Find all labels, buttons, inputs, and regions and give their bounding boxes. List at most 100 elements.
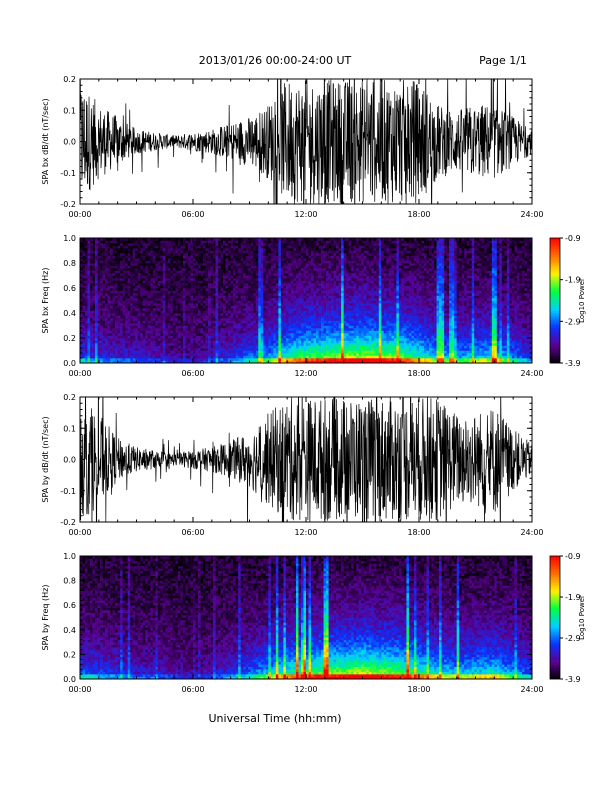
spectrogram-cell: [308, 345, 312, 349]
spectrogram-cell: [268, 325, 272, 329]
spectrogram-cell: [263, 310, 267, 314]
spectrogram-cell: [205, 360, 209, 364]
spectrogram-cell: [117, 265, 121, 269]
spectrogram-cell: [125, 263, 129, 266]
spectrogram-cell: [142, 328, 146, 331]
spectrogram-cell: [198, 348, 201, 351]
spectrogram-cell: [150, 260, 154, 264]
spectrogram-cell: [147, 303, 151, 306]
spectrogram-cell: [240, 268, 244, 271]
spectrogram-cell: [215, 355, 219, 359]
spectrogram-cell: [215, 295, 219, 299]
spectrogram-cell: [311, 360, 314, 364]
spectrogram-cell: [300, 320, 304, 324]
spectrogram-cell: [278, 253, 282, 256]
spectrogram-cell: [155, 238, 159, 241]
spectrogram-cell: [228, 285, 231, 289]
spectrogram-cell: [150, 240, 154, 244]
spectrogram-cell: [200, 340, 204, 344]
spectrogram-cell: [177, 358, 181, 361]
spectrogram-cell: [102, 360, 106, 364]
spectrogram-cell: [273, 290, 277, 294]
spectrogram-cell: [318, 300, 322, 304]
spectrogram-cell: [316, 323, 319, 326]
spectrogram-cell: [125, 278, 129, 281]
spectrogram-cell: [80, 318, 83, 321]
spectrogram-cell: [255, 330, 259, 334]
spectrogram-cell: [130, 253, 134, 256]
spectrogram-cell: [238, 238, 242, 241]
spectrogram-cell: [162, 345, 166, 349]
spectrogram-cell: [215, 338, 219, 341]
spectrogram-cell: [155, 290, 159, 294]
spectrogram-cell: [218, 273, 221, 276]
spectrogram-cell: [92, 300, 96, 304]
spectrogram-cell: [140, 278, 144, 281]
spectrogram-cell: [240, 313, 244, 316]
spectrogram-cell: [95, 335, 98, 339]
spectrogram-cell: [215, 333, 219, 336]
spectrogram-cell: [162, 238, 166, 241]
spectrogram-cell: [145, 240, 149, 244]
spectrogram-cell: [95, 330, 98, 334]
spectrogram-cell: [125, 353, 129, 356]
spectrogram-cell: [270, 338, 274, 341]
spectrogram-cell: [90, 275, 93, 279]
spectrogram-cell: [122, 328, 126, 331]
spectrogram-cell: [316, 290, 319, 294]
spectrogram-cell: [160, 293, 164, 296]
spectrogram-cell: [223, 290, 226, 294]
spectrogram-cell: [172, 283, 176, 286]
spectrogram-cell: [250, 335, 254, 339]
spectrogram-cell: [253, 343, 257, 346]
spectrogram-cell: [157, 338, 161, 341]
spectrogram-cell: [300, 260, 304, 264]
spectrogram-cell: [112, 328, 116, 331]
spectrogram-cell: [125, 243, 129, 246]
spectrogram-cell: [253, 335, 257, 339]
spectrogram-cell: [255, 273, 259, 276]
spectrogram-cell: [145, 348, 149, 351]
spectrogram-cell: [125, 255, 129, 259]
spectrogram-cell: [253, 288, 257, 291]
spectrogram-cell: [288, 328, 292, 331]
spectrogram-cell: [190, 320, 194, 324]
spectrogram-cell: [127, 270, 131, 274]
spectrogram-cell: [92, 273, 96, 276]
spectrogram-cell: [233, 313, 236, 316]
spectrogram-cell: [150, 338, 154, 341]
spectrogram-cell: [162, 250, 166, 254]
spectrogram-cell: [142, 273, 146, 276]
spectrogram-cell: [195, 293, 199, 296]
spectrogram-cell: [225, 268, 229, 271]
spectrogram-cell: [95, 345, 98, 349]
spectrogram-cell: [306, 360, 309, 364]
spectrogram-cell: [238, 313, 242, 316]
spectrogram-cell: [218, 315, 221, 319]
spectrogram-cell: [300, 360, 304, 364]
spectrogram-cell: [175, 295, 179, 299]
spectrogram-cell: [175, 305, 179, 309]
spectrogram-cell: [273, 338, 277, 341]
spectrogram-cell: [278, 280, 282, 284]
spectrogram-cell: [273, 283, 277, 286]
spectrogram-cell: [90, 315, 93, 319]
spectrogram-cell: [198, 298, 201, 301]
spectrogram-cell: [233, 318, 236, 321]
spectrogram-cell: [175, 350, 179, 354]
spectrogram-cell: [187, 240, 191, 244]
spectrogram-cell: [263, 278, 267, 281]
spectrogram-cell: [87, 238, 91, 241]
spectrogram-cell: [190, 313, 194, 316]
spectrogram-cell: [208, 335, 211, 339]
spectrogram-cell: [155, 350, 159, 354]
spectrogram-cell: [283, 238, 287, 241]
spectrogram-cell: [260, 350, 264, 354]
spectrogram-cell: [152, 248, 156, 251]
spectrogram-cell: [100, 300, 103, 304]
spectrogram-cell: [132, 330, 136, 334]
spectrogram-cell: [172, 333, 176, 336]
spectrogram-cell: [250, 288, 254, 291]
spectrogram-cell: [85, 263, 88, 266]
spectrogram-cell: [240, 315, 244, 319]
